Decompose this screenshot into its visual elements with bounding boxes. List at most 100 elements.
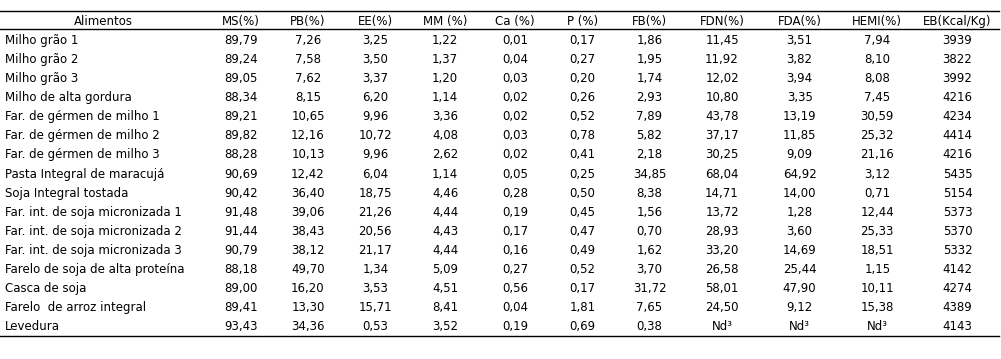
Text: 14,00: 14,00 (783, 187, 817, 200)
Text: Pasta Integral de maracujá: Pasta Integral de maracujá (5, 168, 164, 181)
Text: 10,65: 10,65 (291, 110, 324, 123)
Text: 0,17: 0,17 (570, 282, 596, 295)
Text: 7,26: 7,26 (295, 34, 321, 47)
Text: 0,28: 0,28 (502, 187, 528, 200)
Text: Levedura: Levedura (5, 320, 60, 333)
Text: Ca (%): Ca (%) (495, 15, 535, 28)
Text: 1,22: 1,22 (432, 34, 458, 47)
Text: Nd³: Nd³ (712, 320, 733, 333)
Text: 3,35: 3,35 (787, 91, 813, 104)
Text: 0,19: 0,19 (502, 206, 529, 219)
Text: Nd³: Nd³ (867, 320, 888, 333)
Text: 1,37: 1,37 (432, 53, 458, 66)
Text: 1,28: 1,28 (787, 206, 813, 219)
Text: 89,21: 89,21 (224, 110, 257, 123)
Text: 0,04: 0,04 (502, 301, 528, 314)
Text: 3,36: 3,36 (432, 110, 458, 123)
Text: 2,18: 2,18 (637, 148, 663, 162)
Text: 8,15: 8,15 (295, 91, 321, 104)
Text: 8,41: 8,41 (432, 301, 458, 314)
Text: 10,13: 10,13 (291, 148, 324, 162)
Text: 3,12: 3,12 (864, 168, 890, 181)
Text: 0,38: 0,38 (637, 320, 663, 333)
Text: 0,52: 0,52 (570, 263, 596, 276)
Text: MS(%): MS(%) (222, 15, 259, 28)
Text: 1,86: 1,86 (637, 34, 663, 47)
Text: 34,36: 34,36 (291, 320, 324, 333)
Text: 0,04: 0,04 (502, 53, 528, 66)
Text: 1,74: 1,74 (637, 72, 663, 85)
Text: 1,20: 1,20 (432, 72, 458, 85)
Text: Far. int. de soja micronizada 3: Far. int. de soja micronizada 3 (5, 244, 182, 257)
Text: 20,56: 20,56 (358, 225, 392, 238)
Text: 0,27: 0,27 (502, 263, 529, 276)
Text: 25,32: 25,32 (861, 129, 894, 142)
Text: 11,92: 11,92 (705, 53, 739, 66)
Text: 10,80: 10,80 (706, 91, 739, 104)
Text: 3,60: 3,60 (787, 225, 813, 238)
Text: 25,44: 25,44 (783, 263, 817, 276)
Text: 5435: 5435 (943, 168, 972, 181)
Text: Casca de soja: Casca de soja (5, 282, 86, 295)
Text: 3,82: 3,82 (787, 53, 813, 66)
Text: 4142: 4142 (943, 263, 973, 276)
Text: 4234: 4234 (943, 110, 972, 123)
Text: 21,26: 21,26 (358, 206, 392, 219)
Text: 0,56: 0,56 (502, 282, 528, 295)
Text: 4143: 4143 (943, 320, 972, 333)
Text: 38,43: 38,43 (291, 225, 324, 238)
Text: 38,12: 38,12 (291, 244, 324, 257)
Text: 4,44: 4,44 (432, 206, 458, 219)
Text: 16,20: 16,20 (291, 282, 324, 295)
Text: 0,70: 0,70 (637, 225, 663, 238)
Text: Soja Integral tostada: Soja Integral tostada (5, 187, 128, 200)
Text: 12,44: 12,44 (861, 206, 894, 219)
Text: 0,53: 0,53 (362, 320, 388, 333)
Text: 0,69: 0,69 (570, 320, 596, 333)
Text: 1,14: 1,14 (432, 168, 458, 181)
Text: 7,94: 7,94 (864, 34, 891, 47)
Text: 0,03: 0,03 (503, 129, 528, 142)
Text: 24,50: 24,50 (706, 301, 739, 314)
Text: 4389: 4389 (943, 301, 972, 314)
Text: 0,41: 0,41 (570, 148, 596, 162)
Text: 4,08: 4,08 (432, 129, 458, 142)
Text: 7,45: 7,45 (864, 91, 890, 104)
Text: 14,69: 14,69 (783, 244, 817, 257)
Text: 18,51: 18,51 (861, 244, 894, 257)
Text: FDA(%): FDA(%) (778, 15, 822, 28)
Text: 9,96: 9,96 (362, 110, 388, 123)
Text: 3992: 3992 (943, 72, 972, 85)
Text: 4414: 4414 (943, 129, 973, 142)
Text: 3,50: 3,50 (362, 53, 388, 66)
Text: 4216: 4216 (943, 91, 973, 104)
Text: 89,05: 89,05 (224, 72, 257, 85)
Text: 0,47: 0,47 (570, 225, 596, 238)
Text: 7,65: 7,65 (637, 301, 663, 314)
Text: 0,49: 0,49 (570, 244, 596, 257)
Text: 3822: 3822 (943, 53, 972, 66)
Text: Far. int. de soja micronizada 2: Far. int. de soja micronizada 2 (5, 225, 182, 238)
Text: 1,15: 1,15 (864, 263, 890, 276)
Text: P (%): P (%) (567, 15, 598, 28)
Text: FDN(%): FDN(%) (700, 15, 745, 28)
Text: 90,79: 90,79 (224, 244, 257, 257)
Text: 91,48: 91,48 (224, 206, 257, 219)
Text: 0,71: 0,71 (864, 187, 890, 200)
Text: 93,43: 93,43 (224, 320, 257, 333)
Text: 0,50: 0,50 (570, 187, 596, 200)
Text: 15,38: 15,38 (861, 301, 894, 314)
Text: Milho de alta gordura: Milho de alta gordura (5, 91, 132, 104)
Text: 12,42: 12,42 (291, 168, 325, 181)
Text: 9,96: 9,96 (362, 148, 388, 162)
Text: 25,33: 25,33 (861, 225, 894, 238)
Text: Far. int. de soja micronizada 1: Far. int. de soja micronizada 1 (5, 206, 182, 219)
Text: 90,69: 90,69 (224, 168, 257, 181)
Text: 5154: 5154 (943, 187, 972, 200)
Text: 1,81: 1,81 (570, 301, 596, 314)
Text: 0,27: 0,27 (570, 53, 596, 66)
Text: 68,04: 68,04 (706, 168, 739, 181)
Text: 3939: 3939 (943, 34, 972, 47)
Text: 37,17: 37,17 (705, 129, 739, 142)
Text: 3,51: 3,51 (787, 34, 813, 47)
